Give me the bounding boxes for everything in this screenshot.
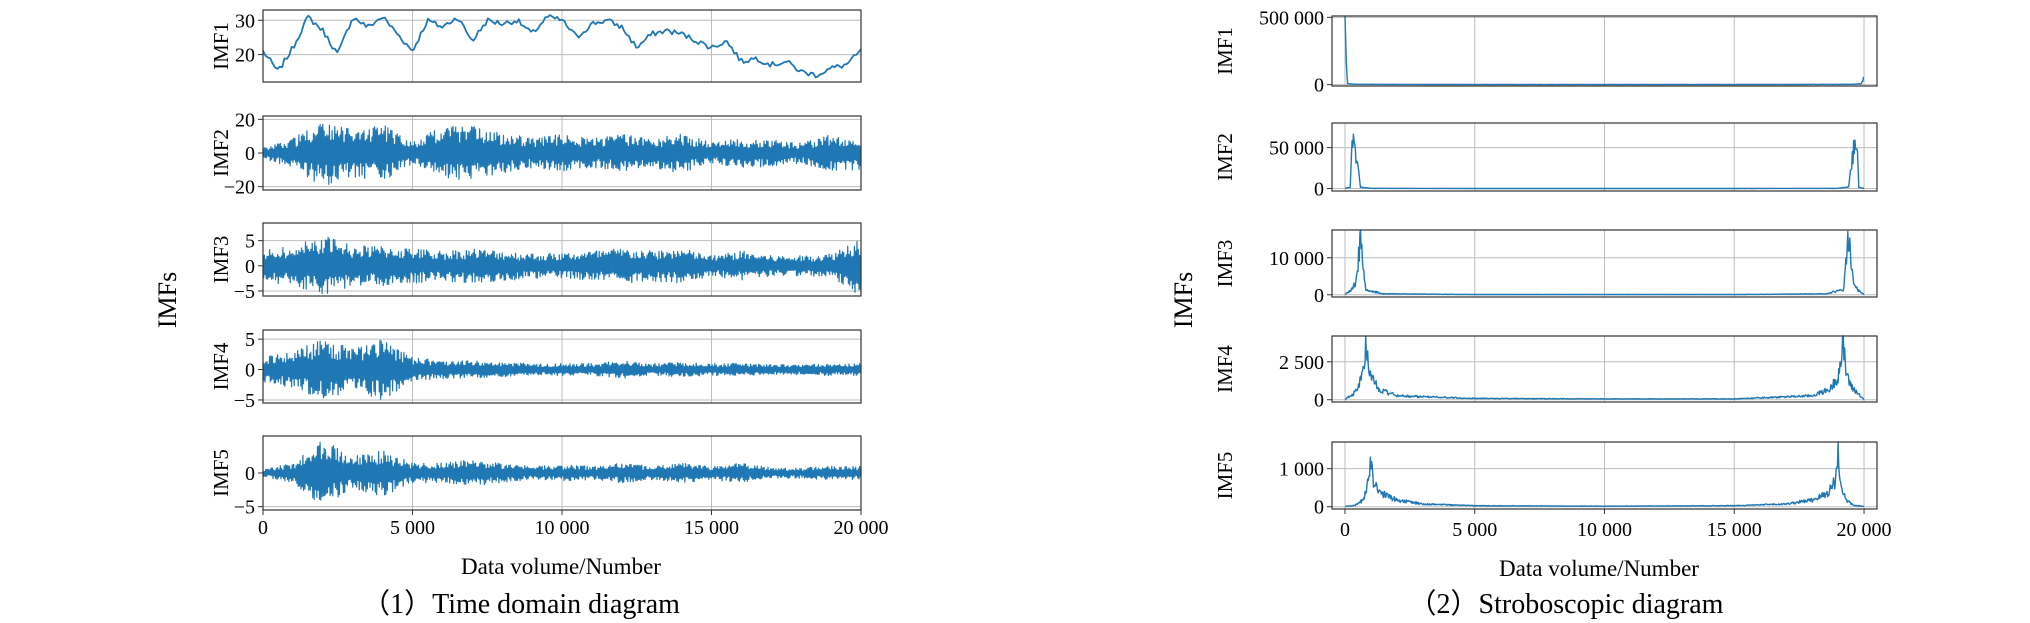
- y-tick-label: 30: [235, 10, 255, 32]
- y-tick-label: 1 000: [1279, 459, 1324, 481]
- signal-trace: [262, 339, 862, 400]
- panel-imf3: −5 0 5 IMF3: [209, 222, 862, 303]
- y-tick-label: −5: [234, 281, 255, 303]
- y-tick-label: 5: [245, 329, 255, 351]
- y-tick-label: −5: [234, 497, 255, 519]
- time-domain-caption: （1）Time domain diagram: [362, 588, 680, 620]
- x-tick-label: 20 000: [834, 517, 889, 539]
- x-tick-label: 5 000: [1452, 519, 1497, 541]
- spectrum-trace: [1344, 15, 1865, 86]
- panel-imf1: 0 500 000 IMF1: [1213, 7, 1878, 97]
- signal-trace: [262, 236, 862, 295]
- panel-imf3: 0 10 000 IMF3: [1213, 229, 1878, 307]
- stroboscopic-xlabel: Data volume/Number: [1499, 556, 1699, 581]
- panel-label: IMF5: [1213, 452, 1237, 500]
- x-tick-label: 15 000: [1707, 519, 1762, 541]
- panel-imf4: −5 0 5 IMF4: [209, 329, 862, 412]
- signal-trace: [262, 14, 862, 79]
- panel-imf2: 0 50 000 IMF2: [1213, 122, 1878, 201]
- panel-frame: [1331, 122, 1878, 192]
- y-tick-label: 0: [245, 256, 255, 278]
- panel-frame: [262, 222, 862, 297]
- y-tick-label: 0: [1314, 179, 1324, 201]
- stroboscopic-ylabel: IMFs: [1169, 272, 1198, 328]
- panel-imf4: 0 2 500 IMF4: [1213, 335, 1878, 412]
- spectrum-trace: [1344, 335, 1865, 401]
- time-domain-xlabel: Data volume/Number: [461, 554, 661, 579]
- y-tick-label: 500 000: [1259, 7, 1324, 29]
- y-tick-label: −20: [224, 177, 255, 199]
- panel-frame: [1331, 229, 1878, 298]
- y-tick-label: 2 500: [1279, 352, 1324, 374]
- x-tick-label: 0: [1340, 519, 1350, 541]
- panel-label: IMF3: [1213, 240, 1237, 288]
- signal-trace: [262, 123, 862, 185]
- panel-frame: [1331, 335, 1878, 403]
- panel-label: IMF2: [209, 129, 233, 177]
- y-tick-label: 0: [1314, 75, 1324, 97]
- spectrum-trace: [1344, 441, 1865, 508]
- x-tick-label: 15 000: [684, 517, 739, 539]
- panel-frame: [262, 329, 862, 404]
- panel-label: IMF1: [1213, 27, 1237, 75]
- y-tick-label: 5: [245, 231, 255, 253]
- x-tick-label: 5 000: [390, 517, 435, 539]
- x-tick-label: 10 000: [1577, 519, 1632, 541]
- y-tick-label: 0: [1314, 390, 1324, 412]
- panel-frame: [1331, 15, 1878, 87]
- stroboscopic-diagram: IMFs Data volume/Number （2）Stroboscopic …: [1169, 272, 1724, 620]
- spectrum-trace: [1344, 229, 1865, 296]
- y-tick-label: 20: [235, 109, 255, 131]
- y-tick-label: 20: [235, 45, 255, 67]
- time-domain-diagram: IMFs Data volume/Number （1）Time domain d…: [153, 7, 1892, 620]
- panel-label: IMF1: [209, 22, 233, 70]
- panel-label: IMF3: [209, 236, 233, 284]
- y-tick-label: −5: [234, 390, 255, 412]
- y-tick-label: 0: [245, 360, 255, 382]
- x-tick-label: 0: [258, 517, 268, 539]
- panel-label: IMF4: [1213, 345, 1237, 393]
- panel-frame: [262, 9, 862, 83]
- panel-label: IMF4: [209, 342, 233, 390]
- y-tick-label: 0: [245, 143, 255, 165]
- stroboscopic-caption: （2）Stroboscopic diagram: [1409, 588, 1724, 620]
- panel-label: IMF2: [1213, 133, 1237, 181]
- x-tick-label: 10 000: [535, 517, 590, 539]
- y-tick-label: 10 000: [1269, 248, 1324, 270]
- y-tick-label: 50 000: [1269, 138, 1324, 160]
- panel-imf5: 0 1 000 IMF5 0 5 000 10 000 15 000 20 000: [1213, 441, 1892, 541]
- y-tick-label: 0: [1314, 497, 1324, 519]
- spectrum-trace: [1344, 133, 1865, 190]
- panel-label: IMF5: [209, 449, 233, 497]
- time-domain-ylabel: IMFs: [153, 272, 182, 328]
- signal-trace: [262, 441, 862, 501]
- y-tick-label: 0: [245, 463, 255, 485]
- y-tick-label: 0: [1314, 285, 1324, 307]
- x-tick-label: 20 000: [1837, 519, 1892, 541]
